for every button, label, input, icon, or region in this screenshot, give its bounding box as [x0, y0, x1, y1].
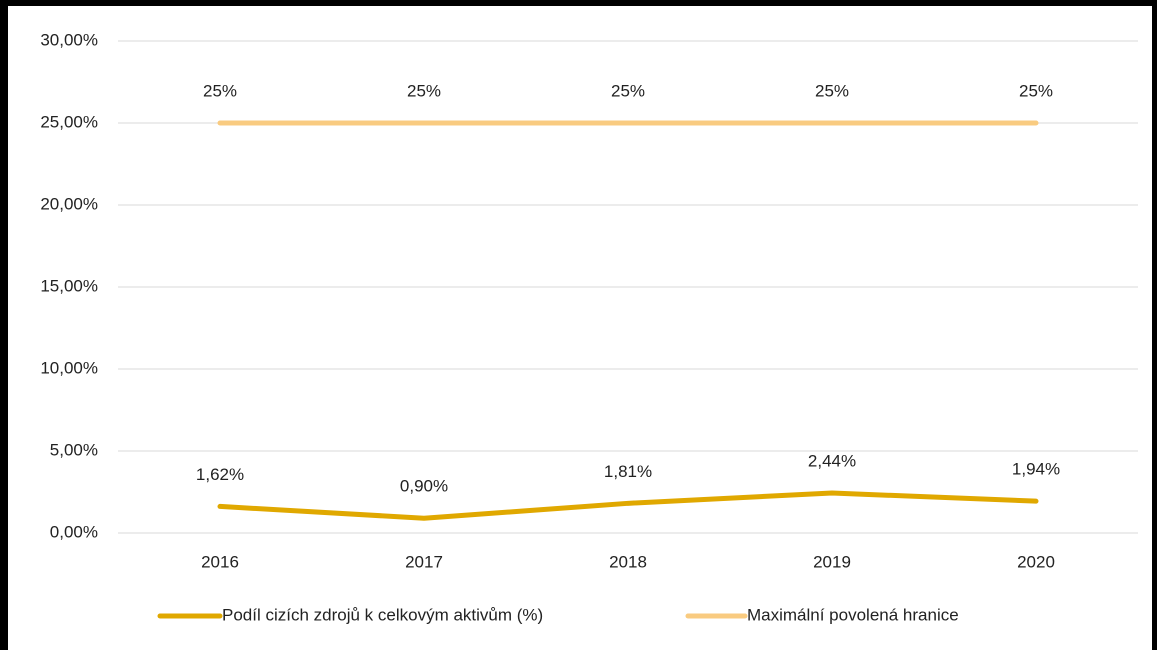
- x-tick-label: 2018: [609, 552, 647, 571]
- y-tick-label: 10,00%: [40, 358, 98, 377]
- x-tick-label: 2017: [405, 552, 443, 571]
- legend-label: Podíl cizích zdrojů k celkovým aktivům (…: [222, 605, 543, 624]
- data-label: 1,94%: [1012, 460, 1060, 479]
- data-label: 2,44%: [808, 451, 856, 470]
- series-line: [217, 490, 1039, 521]
- x-tick-label: 2020: [1017, 552, 1055, 571]
- data-label: 25%: [815, 81, 849, 100]
- data-label: 1,81%: [604, 462, 652, 481]
- data-label: 0,90%: [400, 477, 448, 496]
- data-label: 25%: [1019, 81, 1053, 100]
- data-label: 25%: [203, 81, 237, 100]
- data-label: 25%: [611, 81, 645, 100]
- y-tick-label: 25,00%: [40, 112, 98, 131]
- x-tick-label: 2019: [813, 552, 851, 571]
- y-tick-label: 0,00%: [50, 522, 98, 541]
- legend-label: Maximální povolená hranice: [747, 605, 959, 624]
- y-tick-label: 15,00%: [40, 276, 98, 295]
- data-label: 25%: [407, 81, 441, 100]
- y-tick-label: 5,00%: [50, 440, 98, 459]
- x-tick-label: 2016: [201, 552, 239, 571]
- y-tick-label: 30,00%: [40, 30, 98, 49]
- y-tick-label: 20,00%: [40, 194, 98, 213]
- data-label: 1,62%: [196, 465, 244, 484]
